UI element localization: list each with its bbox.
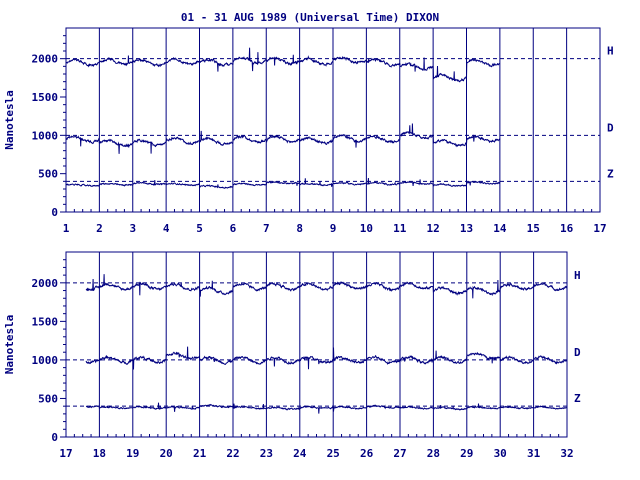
top-x-tick-label: 10: [360, 222, 373, 235]
top-y-axis-label: Nanotesla: [3, 90, 16, 150]
bottom-y-tick-label: 1000: [32, 354, 59, 367]
top-x-tick-label: 8: [296, 222, 303, 235]
bottom-x-tick-label: 28: [427, 447, 440, 460]
bottom-x-tick-label: 21: [193, 447, 207, 460]
top-d-component-label: D: [607, 121, 614, 134]
top-x-tick-label: 16: [560, 222, 574, 235]
top-x-tick-label: 11: [393, 222, 407, 235]
top-x-tick-label: 6: [230, 222, 237, 235]
top-x-tick-label: 1: [63, 222, 70, 235]
top-x-tick-label: 7: [263, 222, 270, 235]
bottom-d-series-line: [85, 346, 567, 370]
bottom-x-tick-label: 22: [226, 447, 239, 460]
top-panel: 1 2 3 4 5 6 7 8 9 10 11 12 13 14 15 16 17050010001500200…: [3, 27, 614, 235]
top-y-tick-label: 500: [38, 168, 58, 181]
top-x-tick-label: 17: [593, 222, 606, 235]
top-x-tick-label: 5: [196, 222, 203, 235]
top-x-tick-label: 9: [330, 222, 337, 235]
top-x-tick-label: 12: [427, 222, 440, 235]
bottom-x-tick-label: 29: [460, 447, 473, 460]
top-x-tick-label: 3: [129, 222, 136, 235]
bottom-h-series-line: [85, 274, 568, 299]
top-x-tick-label: 13: [460, 222, 473, 235]
top-z-component-label: Z: [607, 167, 614, 180]
bottom-x-tick-label: 23: [260, 447, 273, 460]
bottom-z-component-label: Z: [574, 392, 581, 405]
bottom-plot-frame: [65, 251, 568, 438]
bottom-x-tick-label: 31: [527, 447, 541, 460]
bottom-x-tick-label: 17: [59, 447, 72, 460]
top-h-component-label: H: [607, 45, 614, 58]
bottom-x-tick-label: 32: [560, 447, 573, 460]
top-y-tick-label: 0: [51, 206, 58, 219]
bottom-z-series-line: [86, 402, 567, 414]
top-z-series-line: [65, 177, 501, 189]
bottom-y-tick-label: 2000: [32, 277, 59, 290]
bottom-x-tick-label: 24: [293, 447, 307, 460]
top-x-tick-label: 15: [527, 222, 540, 235]
top-h-series-line: [65, 47, 501, 83]
top-d-series-line: [65, 123, 501, 154]
top-y-tick-label: 1000: [32, 129, 59, 142]
bottom-y-axis-label: Nanotesla: [3, 315, 16, 375]
bottom-x-tick-label: 25: [327, 447, 340, 460]
bottom-d-component-label: D: [574, 346, 581, 359]
bottom-panel: 17 18 19 20 21 22 23 24 25 26 27 28 29 30 31 32 0 500 1000…: [3, 251, 581, 460]
top-x-tick-label: 4: [163, 222, 170, 235]
top-x-tick-label: 14: [493, 222, 507, 235]
bottom-x-tick-label: 26: [360, 447, 374, 460]
chart-title: 01 - 31 AUG 1989 (Universal Time) DIXON: [181, 11, 439, 24]
top-y-tick-label: 2000: [32, 53, 59, 66]
bottom-y-tick-label: 1500: [32, 315, 59, 328]
bottom-x-tick-label: 30: [494, 447, 507, 460]
top-x-tick-label: 2: [96, 222, 103, 235]
bottom-x-tick-label: 18: [93, 447, 106, 460]
bottom-h-component-label: H: [574, 269, 581, 282]
bottom-y-tick-label: 0: [51, 431, 58, 444]
bottom-x-tick-label: 19: [126, 447, 139, 460]
bottom-x-tick-label: 27: [393, 447, 406, 460]
bottom-x-tick-label: 20: [160, 447, 173, 460]
bottom-y-tick-label: 500: [38, 392, 58, 405]
top-y-tick-label: 1500: [32, 91, 59, 104]
